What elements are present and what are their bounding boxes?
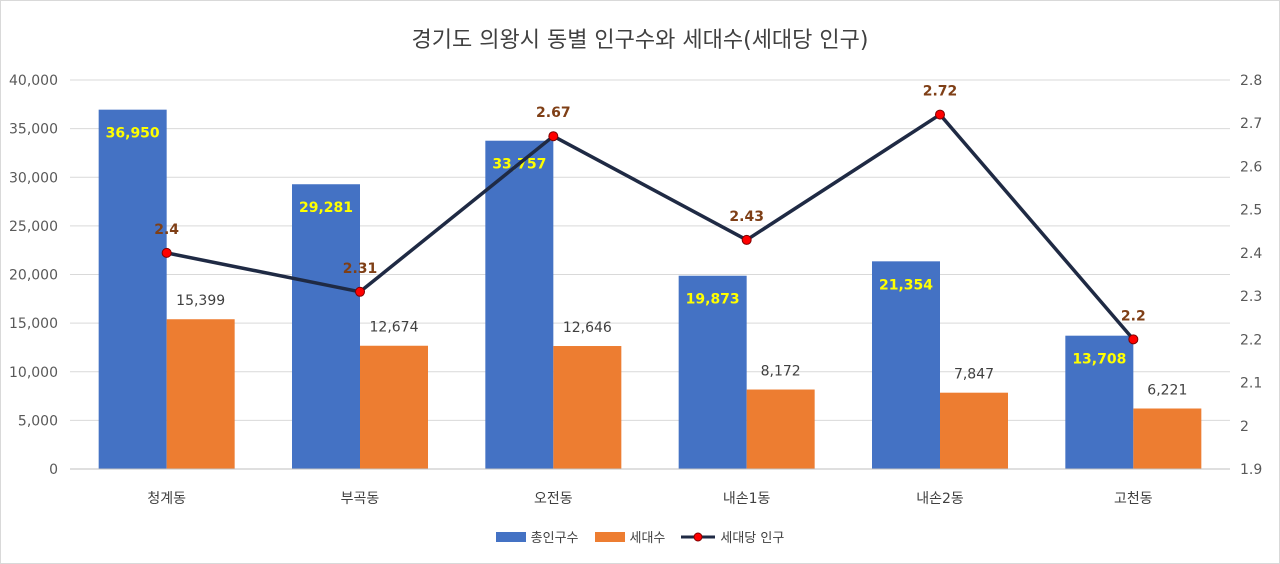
y-right-tick-label: 1.9 (1240, 462, 1262, 478)
data-label-total: 21,354 (879, 277, 933, 293)
y-right-tick-label: 2.4 (1240, 246, 1262, 262)
data-label-per-household: 2.72 (923, 84, 958, 100)
y-left-tick-label: 30,000 (9, 170, 58, 186)
legend-swatch-per-household (681, 532, 716, 541)
y-left-tick-label: 40,000 (9, 73, 58, 89)
legend-swatch-households (594, 531, 625, 542)
marker-per-household (935, 109, 945, 120)
legend-item-per-household: 세대당 인구 (681, 527, 784, 546)
bar-households (746, 389, 815, 469)
y-right-tick-label: 2.5 (1240, 203, 1262, 219)
y-right-tick-label: 2.7 (1240, 116, 1262, 132)
data-label-per-household: 2.43 (729, 209, 764, 225)
bar-total-population (292, 184, 360, 469)
x-tick-label: 청계동 (147, 491, 186, 507)
bar-households (166, 319, 235, 469)
line-per-household (166, 112, 1135, 341)
legend-swatch-total (495, 531, 526, 542)
bar-households (360, 345, 428, 469)
y-right-tick-label: 2.6 (1240, 159, 1262, 175)
data-label-per-household: 2.67 (536, 105, 571, 121)
data-label-households: 8,172 (761, 364, 801, 380)
y-left-tick-label: 35,000 (9, 122, 58, 138)
data-label-total: 36,950 (106, 126, 160, 142)
data-label-households: 6,221 (1147, 383, 1187, 399)
y-right-tick-label: 2.3 (1240, 289, 1262, 305)
bar-total-population (678, 275, 747, 469)
data-label-households: 7,847 (954, 367, 994, 383)
chart-title: 경기도 의왕시 동별 인구수와 세대수(세대당 인구) (411, 28, 869, 53)
bar-households (940, 392, 1008, 469)
data-label-total: 13,708 (1072, 352, 1126, 368)
marker-per-household (548, 131, 559, 142)
y-left-tick-label: 15,000 (9, 316, 58, 332)
bar-total-population (98, 109, 167, 469)
x-tick-label: 내손2동 (916, 491, 964, 507)
legend: 총인구수 세대수 세대당 인구 (0, 527, 1280, 546)
data-label-per-household: 2.31 (343, 261, 378, 277)
x-tick-label: 내손1동 (723, 491, 771, 507)
data-label-households: 12,646 (563, 320, 612, 336)
y-left-tick-label: 10,000 (9, 365, 58, 381)
bar-total-population (485, 140, 554, 469)
data-label-total: 29,281 (299, 200, 353, 216)
data-label-households: 15,399 (176, 293, 225, 309)
legend-label-households: 세대수 (629, 531, 666, 546)
legend-label-per-household: 세대당 인구 (720, 531, 785, 546)
y-left-tick-label: 5,000 (18, 413, 58, 429)
y-left-tick-label: 0 (49, 462, 58, 478)
data-label-per-household: 2.2 (1121, 308, 1146, 324)
marker-per-household (1128, 334, 1139, 345)
legend-item-total: 총인구수 (495, 527, 579, 546)
bar-households (553, 346, 622, 469)
marker-per-household (741, 234, 752, 245)
legend-label-total: 총인구수 (530, 531, 579, 546)
data-label-households: 12,674 (370, 320, 419, 336)
y-right-tick-label: 2.2 (1240, 332, 1262, 348)
y-right-tick-label: 2.8 (1240, 73, 1262, 89)
bar-total-population (1065, 335, 1134, 469)
y-left-tick-label: 25,000 (9, 219, 58, 235)
y-right-tick-label: 2 (1240, 419, 1249, 435)
data-label-per-household: 2.4 (154, 222, 179, 238)
marker-per-household (161, 247, 172, 258)
x-tick-label: 오전동 (534, 491, 573, 507)
marker-per-household (355, 286, 365, 297)
x-tick-label: 고천동 (1114, 491, 1153, 507)
data-label-total: 19,873 (686, 292, 740, 308)
bar-households (1133, 408, 1202, 469)
y-right-tick-label: 2.1 (1240, 376, 1262, 392)
legend-item-households: 세대수 (594, 527, 666, 546)
bar-total-population (872, 261, 940, 469)
x-tick-label: 부곡동 (341, 491, 380, 507)
y-left-tick-label: 20,000 (9, 268, 58, 284)
